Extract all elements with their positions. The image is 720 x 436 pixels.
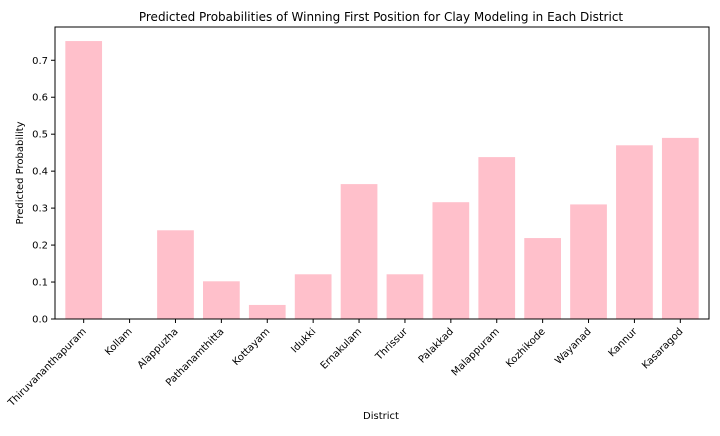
y-tick-label: 0.0 xyxy=(32,315,48,326)
bar-ernakulam xyxy=(340,184,378,319)
bar-kasaragod xyxy=(661,137,699,319)
bar-alappuzha xyxy=(157,230,194,319)
bar-wayanad xyxy=(570,204,607,319)
bar-pathanamthitta xyxy=(203,281,240,319)
y-tick-label: 0.2 xyxy=(32,241,48,252)
y-tick-label: 0.4 xyxy=(32,167,48,178)
x-tick-label: Kozhikode xyxy=(504,326,548,370)
y-axis-label: Predicted Probability xyxy=(15,121,26,224)
x-tick-label: Ernakulam xyxy=(319,326,364,371)
bar-thiruvananthapuram xyxy=(65,41,103,320)
bar-kannur xyxy=(616,145,653,319)
y-tick-label: 0.3 xyxy=(32,204,48,215)
bars-group xyxy=(65,41,699,320)
x-tick-label: Idukki xyxy=(289,326,318,355)
x-tick-label: Malappuram xyxy=(450,326,502,378)
x-axis: Thiruvananthapuram Kollam AlappuzhaPathana… xyxy=(6,319,685,409)
x-tick-label: Kollam xyxy=(103,326,135,358)
x-tick-label: Kottayam xyxy=(231,326,273,368)
y-axis: 0.0 0.1 0.2 0.3 0.4 0.5 0.6 0.7 xyxy=(32,56,55,326)
x-tick-label: Palakkad xyxy=(417,326,456,365)
bar-malappuram xyxy=(478,157,516,319)
bar-thrissur xyxy=(386,274,424,319)
x-tick-label: Kasaragod xyxy=(640,326,685,371)
y-tick-label: 0.1 xyxy=(32,278,48,289)
y-tick-label: 0.6 xyxy=(32,93,48,104)
y-tick-label: 0.7 xyxy=(32,56,48,67)
chart-title: Predicted Probabilities of Winning First… xyxy=(139,10,624,24)
x-tick-label: Thrissur xyxy=(373,326,411,364)
plot-frame xyxy=(54,26,710,320)
bar-kozhikode xyxy=(524,238,561,319)
x-axis-label: District xyxy=(363,411,399,422)
y-tick-label: 0.5 xyxy=(32,130,48,141)
x-tick-label: Alappuzha xyxy=(136,326,181,371)
bar-palakkad xyxy=(432,202,470,319)
x-tick-label: Wayanad xyxy=(553,326,593,366)
bar-idukki xyxy=(294,274,332,319)
bar-kottayam xyxy=(248,304,286,319)
x-tick-label: Kannur xyxy=(607,326,641,360)
x-tick-label: Thiruvananthapuram xyxy=(6,326,89,409)
